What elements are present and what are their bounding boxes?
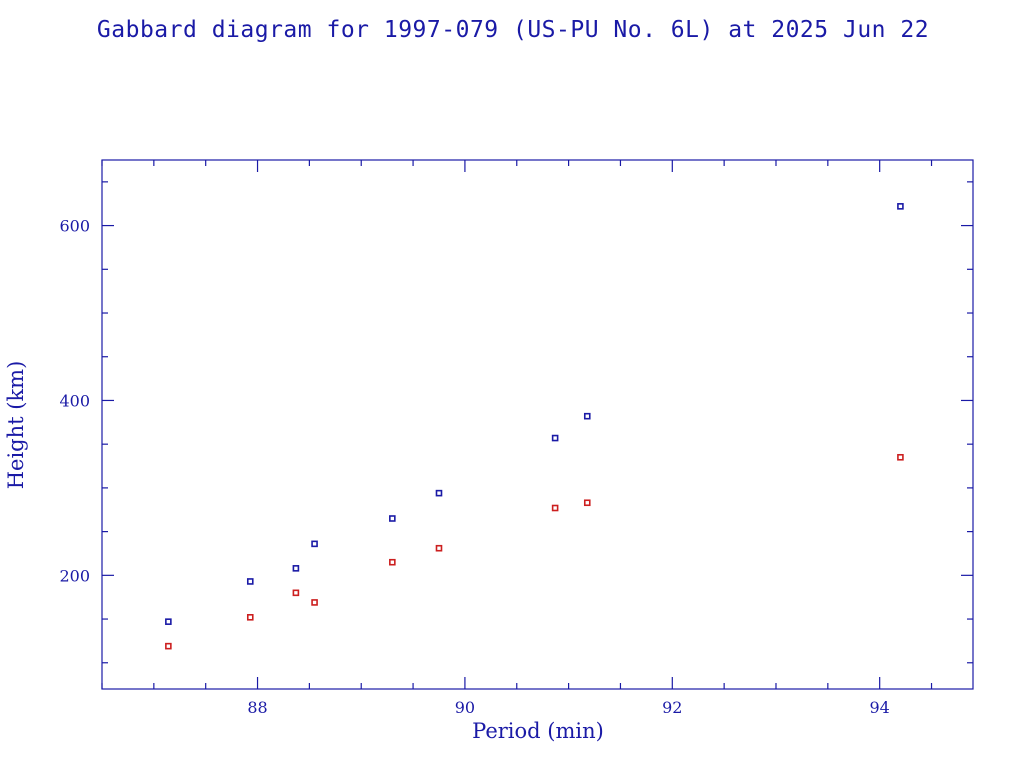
- y-tick-label: 400: [59, 391, 90, 410]
- x-tick-label: 94: [869, 698, 889, 717]
- apogee-point: [246, 578, 254, 585]
- axis-ticks: [101, 160, 973, 689]
- perigee-point: [165, 642, 172, 650]
- apogee-point: [165, 618, 172, 625]
- x-axis-label: Period (min): [472, 719, 604, 743]
- apogee-point: [897, 203, 904, 210]
- perigee-point: [246, 614, 254, 621]
- apogee-point: [389, 515, 396, 522]
- y-tick-label: 600: [59, 217, 90, 236]
- perigee-point: [583, 499, 591, 507]
- apogee-point: [583, 412, 591, 420]
- x-tick-label: 92: [662, 698, 682, 717]
- perigee-point: [292, 589, 300, 597]
- perigee-point: [311, 599, 318, 606]
- data-points: [165, 203, 904, 650]
- x-tick-label: 90: [455, 698, 475, 717]
- perigee-point: [389, 558, 396, 566]
- perigee-point: [897, 453, 904, 461]
- perigee-point: [551, 504, 559, 512]
- plot-frame: [101, 159, 974, 690]
- axis-tick-labels: 88 90 92 94 200 400 600: [59, 217, 889, 717]
- apogee-point: [435, 489, 443, 497]
- x-tick-label: 88: [247, 698, 267, 717]
- apogee-point: [311, 540, 318, 548]
- y-tick-label: 200: [59, 566, 90, 585]
- apogee-point: [551, 434, 559, 442]
- chart-title: Gabbard diagram for 1997-079 (US-PU No. …: [97, 17, 929, 43]
- y-axis-label: Height (km): [4, 361, 28, 490]
- apogee-point: [292, 565, 300, 572]
- perigee-point: [435, 544, 443, 552]
